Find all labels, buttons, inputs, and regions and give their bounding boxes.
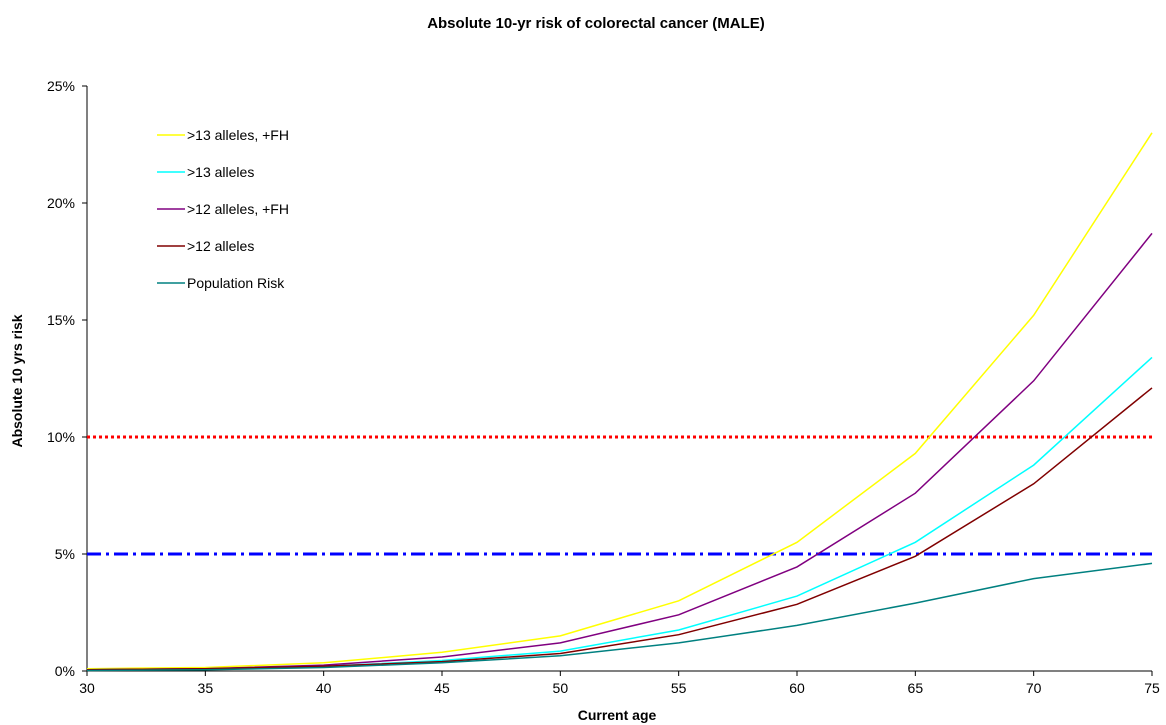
legend-item: >12 alleles <box>157 238 254 254</box>
series-line-3 <box>86 232 1153 671</box>
chart-title: Absolute 10-yr risk of colorectal cancer… <box>427 15 765 32</box>
y-axis-title: Absolute 10 yrs risk <box>9 314 25 447</box>
legend-item: >13 alleles, +FH <box>157 127 289 143</box>
y-tick-label: 5% <box>55 546 75 562</box>
plot-area: 0% 5% 10% 15% 20% 25% 30 35 40 45 50 55 60 65 70 75 <box>47 78 1160 696</box>
series-line-2 <box>86 356 1153 671</box>
x-tick-label: 45 <box>434 680 450 696</box>
x-tick-label: 50 <box>553 680 569 696</box>
legend-label: Population Risk <box>187 275 285 291</box>
x-tick-label: 40 <box>316 680 332 696</box>
legend-item: Population Risk <box>157 275 285 291</box>
x-tick-label: 75 <box>1144 680 1160 696</box>
x-tick-label: 70 <box>1026 680 1042 696</box>
y-tick-label: 0% <box>55 663 75 679</box>
x-tick-label: 60 <box>789 680 805 696</box>
x-tick-label: 35 <box>198 680 214 696</box>
legend-item: >13 alleles <box>157 164 254 180</box>
y-tick-label: 25% <box>47 78 75 94</box>
legend-label: >12 alleles, +FH <box>187 201 289 217</box>
x-tick-label: 55 <box>671 680 687 696</box>
y-tick-label: 20% <box>47 195 75 211</box>
x-tick-label: 65 <box>908 680 924 696</box>
legend-label: >13 alleles <box>187 164 254 180</box>
x-axis-title: Current age <box>578 707 657 723</box>
x-tick-label: 30 <box>79 680 95 696</box>
series-line-4 <box>86 387 1153 671</box>
series-line-5 <box>86 562 1153 672</box>
series-line-1 <box>86 132 1153 670</box>
legend-label: >12 alleles <box>187 238 254 254</box>
legend-label: >13 alleles, +FH <box>187 127 289 143</box>
y-tick-label: 15% <box>47 312 75 328</box>
legend-item: >12 alleles, +FH <box>157 201 289 217</box>
y-tick-label: 10% <box>47 429 75 445</box>
legend: >13 alleles, +FH >13 alleles >12 alleles, … <box>157 127 289 291</box>
